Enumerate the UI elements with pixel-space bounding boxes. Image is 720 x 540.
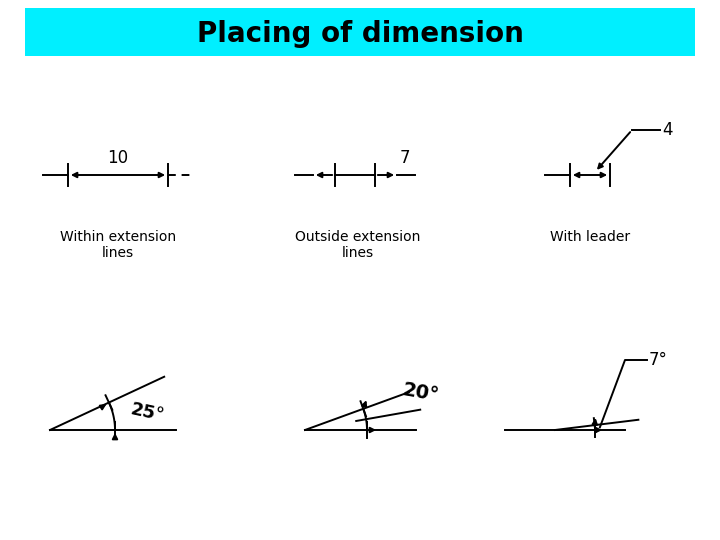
Text: 7°: 7°: [649, 351, 668, 369]
Text: 4: 4: [662, 121, 672, 139]
FancyBboxPatch shape: [25, 8, 695, 56]
Text: Placing of dimension: Placing of dimension: [197, 20, 523, 48]
Text: 20°: 20°: [400, 381, 440, 406]
Text: Outside extension
lines: Outside extension lines: [295, 230, 420, 260]
Text: With leader: With leader: [550, 230, 630, 244]
Text: Within extension
lines: Within extension lines: [60, 230, 176, 260]
Text: 10: 10: [107, 149, 129, 167]
Text: 7: 7: [400, 149, 410, 167]
Text: 25°: 25°: [129, 400, 166, 425]
